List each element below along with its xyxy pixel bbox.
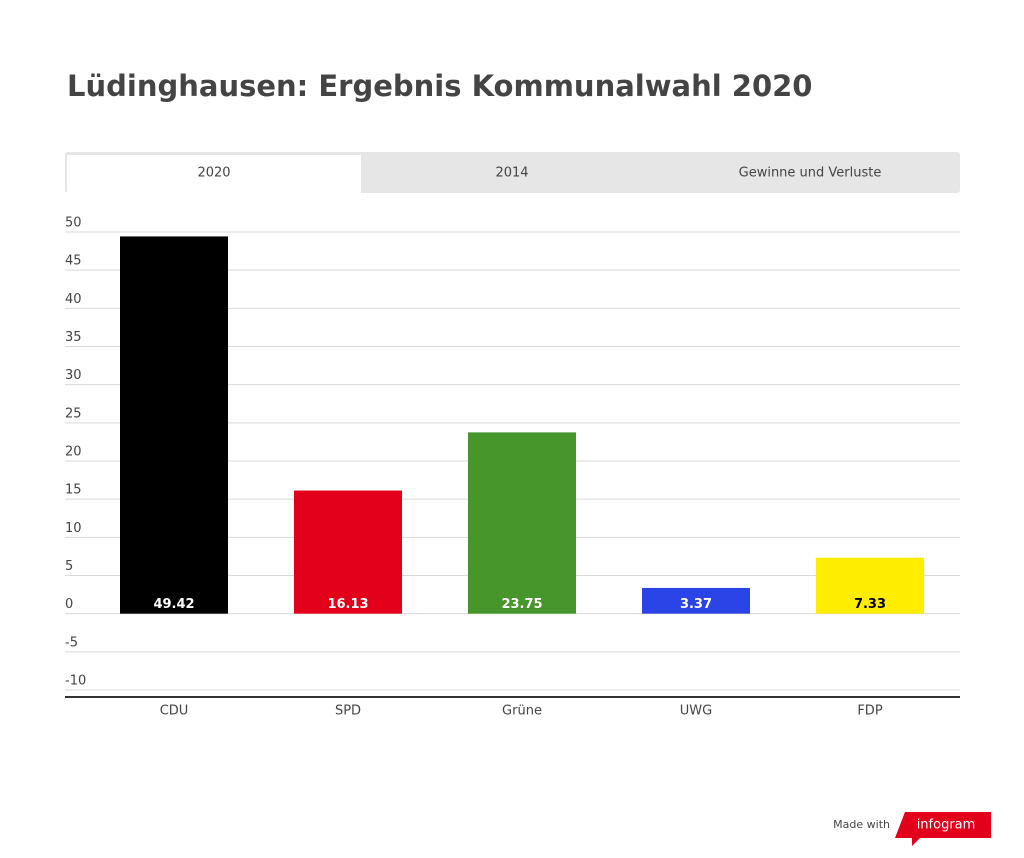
- y-tick-label: 10: [65, 521, 82, 536]
- value-label: 16.13: [327, 597, 368, 612]
- y-tick-label: -5: [65, 635, 78, 650]
- bar: [816, 557, 924, 614]
- bar: [294, 490, 402, 614]
- value-label: 23.75: [501, 597, 542, 612]
- value-label: 7.33: [854, 597, 886, 612]
- x-tick-label: Grüne: [502, 704, 542, 719]
- y-tick-label: 40: [65, 292, 82, 307]
- tab-active[interactable]: [67, 155, 361, 193]
- y-tick-label: 5: [65, 559, 73, 574]
- bar: [120, 236, 228, 614]
- tab[interactable]: 2020: [197, 166, 230, 181]
- y-tick-label: 25: [65, 406, 82, 421]
- brand[interactable]: infogram: [917, 818, 976, 833]
- y-tick-label: 0: [65, 597, 73, 612]
- value-label: 49.42: [153, 597, 194, 612]
- y-tick-label: 30: [65, 368, 82, 383]
- y-tick-label: 50: [65, 216, 82, 231]
- y-tick-label: -10: [65, 674, 86, 689]
- chart-title: Lüdinghausen: Ergebnis Kommunalwahl 2020: [67, 69, 812, 103]
- y-tick-label: 35: [65, 330, 82, 345]
- value-label: 3.37: [680, 597, 712, 612]
- made-with: Made with: [833, 818, 890, 831]
- x-tick-label: CDU: [160, 704, 189, 719]
- x-tick-label: FDP: [857, 704, 882, 719]
- brand-logo[interactable]: [895, 812, 991, 846]
- bar: [468, 432, 576, 614]
- bar: [642, 587, 750, 614]
- x-tick-label: UWG: [680, 704, 712, 719]
- y-tick-label: 45: [65, 254, 82, 269]
- tab[interactable]: 2014: [495, 166, 528, 181]
- tab[interactable]: Gewinne und Verluste: [739, 166, 882, 181]
- y-tick-label: 20: [65, 445, 82, 460]
- y-tick-label: 15: [65, 483, 82, 498]
- x-tick-label: SPD: [335, 704, 361, 719]
